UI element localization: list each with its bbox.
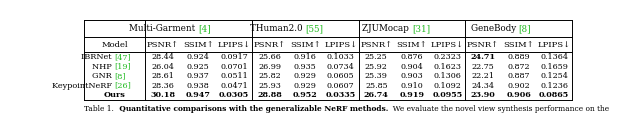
Text: GNR: GNR (92, 72, 115, 80)
Text: 0.1033: 0.1033 (327, 53, 355, 61)
Text: 0.887: 0.887 (508, 72, 530, 80)
Text: SSIM↑: SSIM↑ (503, 41, 534, 49)
Text: PSNR↑: PSNR↑ (360, 41, 392, 49)
Text: 0.919: 0.919 (399, 91, 424, 99)
Text: 25.25: 25.25 (365, 53, 388, 61)
Text: [26]: [26] (115, 82, 131, 90)
Text: 0.935: 0.935 (294, 63, 317, 71)
Text: IBRNet: IBRNet (81, 53, 115, 61)
Text: Table 1.: Table 1. (84, 105, 114, 113)
Text: 25.66: 25.66 (258, 53, 281, 61)
Text: Multi-Garment: Multi-Garment (129, 24, 198, 33)
Text: 22.75: 22.75 (472, 63, 495, 71)
Text: 0.0607: 0.0607 (327, 82, 355, 90)
Text: 0.0605: 0.0605 (327, 72, 355, 80)
Text: SSIM↑: SSIM↑ (397, 41, 427, 49)
Text: 28.88: 28.88 (257, 91, 282, 99)
Text: LPIPS↓: LPIPS↓ (218, 41, 250, 49)
Text: 0.903: 0.903 (401, 72, 423, 80)
Text: [4]: [4] (198, 24, 211, 33)
Text: 0.0734: 0.0734 (327, 63, 355, 71)
Text: 28.44: 28.44 (151, 53, 174, 61)
Text: LPIPS↓: LPIPS↓ (324, 41, 357, 49)
Text: 0.910: 0.910 (401, 82, 423, 90)
Text: PSNR↑: PSNR↑ (467, 41, 499, 49)
Text: [47]: [47] (115, 53, 131, 61)
Text: 0.1659: 0.1659 (540, 63, 568, 71)
Text: 23.90: 23.90 (470, 91, 495, 99)
Text: 25.39: 25.39 (365, 72, 388, 80)
Text: 0.937: 0.937 (187, 72, 210, 80)
Text: 0.1306: 0.1306 (433, 72, 461, 80)
Text: 0.1364: 0.1364 (540, 53, 568, 61)
Text: 0.0865: 0.0865 (539, 91, 570, 99)
Text: 0.929: 0.929 (294, 82, 317, 90)
Text: 28.61: 28.61 (151, 72, 174, 80)
Text: Model: Model (101, 41, 128, 49)
Text: Ours: Ours (104, 91, 125, 99)
Text: 0.947: 0.947 (186, 91, 211, 99)
Text: 0.925: 0.925 (187, 63, 210, 71)
Text: 0.906: 0.906 (506, 91, 531, 99)
Text: 0.889: 0.889 (508, 53, 530, 61)
Text: 0.902: 0.902 (508, 82, 530, 90)
Text: 0.1236: 0.1236 (540, 82, 568, 90)
Text: THuman2.0: THuman2.0 (250, 24, 305, 33)
Text: ZJUMocap: ZJUMocap (362, 24, 412, 33)
Text: SSIM↑: SSIM↑ (290, 41, 321, 49)
Text: SSIM↑: SSIM↑ (183, 41, 214, 49)
Text: 0.0511: 0.0511 (220, 72, 248, 80)
Text: 0.0917: 0.0917 (220, 53, 248, 61)
Text: [8]: [8] (115, 72, 126, 80)
Text: LPIPS↓: LPIPS↓ (538, 41, 571, 49)
Text: 0.876: 0.876 (401, 53, 423, 61)
Text: 0.1092: 0.1092 (433, 82, 461, 90)
Text: 0.0701: 0.0701 (220, 63, 248, 71)
Text: 24.34: 24.34 (472, 82, 495, 90)
Text: 22.21: 22.21 (472, 72, 495, 80)
Text: 0.2323: 0.2323 (433, 53, 461, 61)
Text: 0.1254: 0.1254 (540, 72, 568, 80)
Text: 0.0305: 0.0305 (219, 91, 249, 99)
Text: 25.85: 25.85 (365, 82, 388, 90)
Text: 26.74: 26.74 (364, 91, 388, 99)
Text: KeypointNeRF: KeypointNeRF (52, 82, 115, 90)
Text: 26.99: 26.99 (258, 63, 281, 71)
Text: 0.0955: 0.0955 (433, 91, 463, 99)
Text: PSNR↑: PSNR↑ (147, 41, 179, 49)
Text: 25.92: 25.92 (365, 63, 388, 71)
Text: [31]: [31] (412, 24, 430, 33)
Text: 0.872: 0.872 (508, 63, 530, 71)
Text: 0.938: 0.938 (187, 82, 210, 90)
Text: 0.916: 0.916 (294, 53, 317, 61)
Text: 0.924: 0.924 (187, 53, 210, 61)
Text: 25.82: 25.82 (258, 72, 281, 80)
Text: 0.929: 0.929 (294, 72, 317, 80)
Text: LPIPS↓: LPIPS↓ (431, 41, 464, 49)
Text: 24.71: 24.71 (470, 53, 495, 61)
Text: 0.0471: 0.0471 (220, 82, 248, 90)
Text: 0.904: 0.904 (401, 63, 423, 71)
Text: Quantitative comparisons with the generalizable NeRF methods.: Quantitative comparisons with the genera… (114, 105, 388, 113)
Text: GeneBody: GeneBody (470, 24, 518, 33)
Text: 0.0335: 0.0335 (326, 91, 356, 99)
Text: NHP: NHP (92, 63, 115, 71)
Text: 0.1623: 0.1623 (433, 63, 461, 71)
Text: 30.18: 30.18 (150, 91, 175, 99)
Text: PSNR↑: PSNR↑ (253, 41, 285, 49)
Text: 28.36: 28.36 (151, 82, 174, 90)
Text: [8]: [8] (518, 24, 531, 33)
Text: 26.04: 26.04 (151, 63, 174, 71)
Text: 25.93: 25.93 (258, 82, 281, 90)
Text: We evaluate the novel view synthesis performance on the: We evaluate the novel view synthesis per… (388, 105, 609, 113)
Text: [19]: [19] (115, 63, 131, 71)
Text: [55]: [55] (305, 24, 323, 33)
Text: 0.952: 0.952 (292, 91, 317, 99)
